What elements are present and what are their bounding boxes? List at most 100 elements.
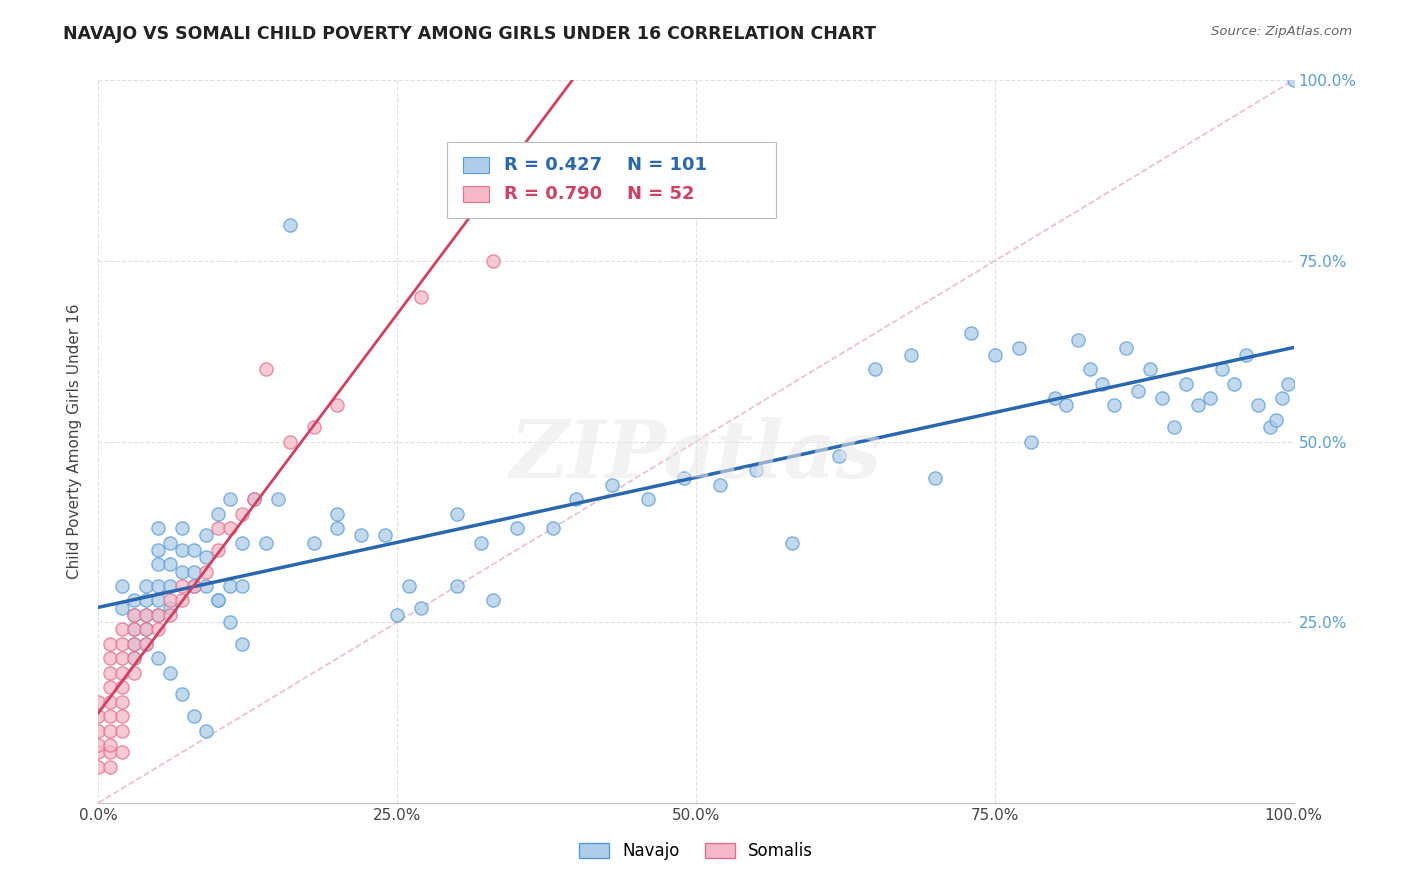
Point [637, 492, 659, 507]
Point [709, 478, 731, 492]
Point [195, 723, 218, 738]
Point [1080, 362, 1102, 376]
Point [111, 637, 134, 651]
Point [159, 593, 181, 607]
Point [172, 521, 194, 535]
Point [183, 542, 205, 557]
Point [124, 607, 146, 622]
Legend: Navajo, Somalis: Navajo, Somalis [572, 836, 820, 867]
Point [111, 695, 134, 709]
Text: NAVAJO VS SOMALI CHILD POVERTY AMONG GIRLS UNDER 16 CORRELATION CHART: NAVAJO VS SOMALI CHILD POVERTY AMONG GIR… [63, 25, 876, 43]
Point [1175, 376, 1198, 391]
Point [924, 470, 946, 484]
Point [326, 521, 349, 535]
Point [1152, 391, 1174, 405]
Point [374, 528, 396, 542]
Point [231, 535, 253, 549]
Point [565, 492, 588, 507]
Point [124, 607, 146, 622]
Point [87, 695, 110, 709]
Point [172, 579, 194, 593]
Point [411, 290, 433, 304]
Point [98, 651, 122, 665]
Point [1043, 391, 1066, 405]
Point [411, 600, 433, 615]
Point [470, 535, 492, 549]
Point [159, 600, 181, 615]
Point [148, 521, 170, 535]
Point [900, 348, 922, 362]
Point [1104, 398, 1126, 412]
Point [219, 579, 242, 593]
Point [446, 507, 468, 521]
Y-axis label: Child Poverty Among Girls Under 16: Child Poverty Among Girls Under 16 [67, 304, 83, 579]
Point [541, 521, 564, 535]
Point [98, 709, 122, 723]
Point [98, 723, 122, 738]
Point [148, 623, 170, 637]
Point [111, 579, 134, 593]
Point [148, 579, 170, 593]
Point [1115, 341, 1137, 355]
Point [326, 398, 349, 412]
Point [1247, 398, 1270, 412]
Point [207, 593, 229, 607]
Point [207, 542, 229, 557]
Point [745, 463, 768, 477]
Point [135, 593, 157, 607]
Point [98, 745, 122, 759]
Point [135, 637, 157, 651]
Point [602, 478, 624, 492]
Point [87, 745, 110, 759]
FancyBboxPatch shape [447, 142, 776, 218]
Point [148, 593, 170, 607]
Point [124, 651, 146, 665]
Point [148, 607, 170, 622]
Text: N = 101: N = 101 [627, 156, 707, 174]
Bar [463, 186, 489, 202]
Point [195, 565, 218, 579]
Point [172, 687, 194, 701]
Point [159, 579, 181, 593]
Point [254, 362, 277, 376]
Point [1019, 434, 1042, 449]
Point [1187, 398, 1209, 412]
Text: ZIPatlas: ZIPatlas [510, 417, 882, 495]
Point [98, 760, 122, 774]
Point [302, 420, 325, 434]
Point [1199, 391, 1222, 405]
Point [243, 492, 266, 507]
Point [1139, 362, 1161, 376]
Point [1282, 73, 1305, 87]
Point [207, 593, 229, 607]
Point [984, 348, 1007, 362]
Point [231, 637, 253, 651]
Point [159, 535, 181, 549]
Point [1128, 384, 1150, 398]
Point [98, 680, 122, 694]
Point [1211, 362, 1233, 376]
Point [87, 738, 110, 752]
Point [219, 492, 242, 507]
Point [159, 665, 181, 680]
Point [195, 550, 218, 565]
Point [135, 637, 157, 651]
Point [98, 695, 122, 709]
Point [481, 253, 505, 268]
Point [207, 507, 229, 521]
Point [135, 623, 157, 637]
Point [506, 521, 529, 535]
Point [87, 760, 110, 774]
Point [159, 558, 181, 572]
Point [183, 565, 205, 579]
Point [124, 637, 146, 651]
Point [195, 528, 218, 542]
Point [135, 623, 157, 637]
Point [124, 593, 146, 607]
Point [254, 535, 277, 549]
Point [98, 665, 122, 680]
Point [148, 651, 170, 665]
Point [1008, 341, 1031, 355]
Text: Source: ZipAtlas.com: Source: ZipAtlas.com [1212, 25, 1353, 38]
Point [1277, 376, 1299, 391]
